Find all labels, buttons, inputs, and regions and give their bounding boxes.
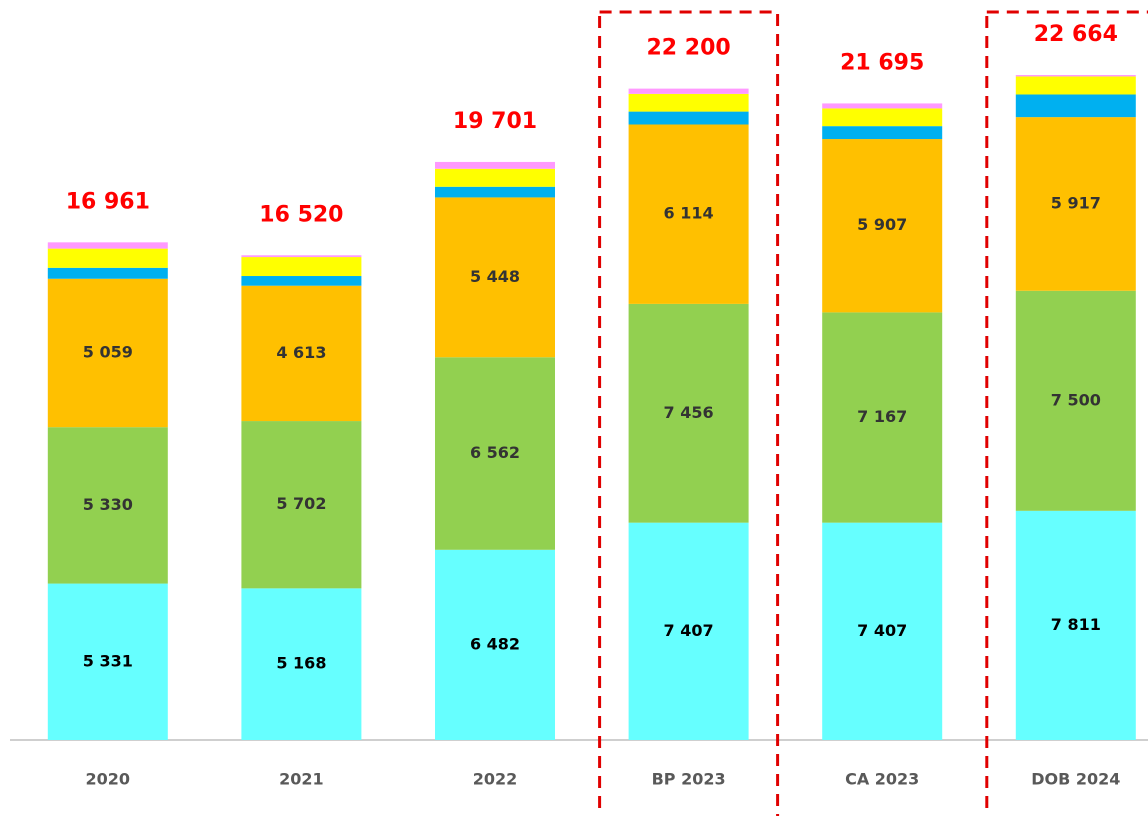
bar-segment xyxy=(822,126,943,140)
bar-segment xyxy=(47,278,168,428)
bar-segment xyxy=(1015,94,1136,118)
bar-segment xyxy=(628,93,749,112)
value-label: 5 917 xyxy=(1051,193,1101,212)
bar-segment xyxy=(435,161,555,169)
bar-segment xyxy=(1015,290,1136,511)
value-label: 6 562 xyxy=(470,443,520,462)
bar-segment xyxy=(822,522,943,740)
bar-segment xyxy=(241,255,362,258)
highlight-box xyxy=(598,10,780,816)
value-label: 7 811 xyxy=(1051,615,1101,634)
total-label: 19 701 xyxy=(453,109,537,134)
bar-segment xyxy=(822,103,943,109)
value-label: 7 456 xyxy=(664,403,714,422)
value-label: 5 907 xyxy=(857,215,907,234)
value-label: 7 167 xyxy=(857,407,907,426)
value-label: 5 330 xyxy=(83,495,133,514)
bar-segment xyxy=(435,357,555,550)
bar-segment xyxy=(47,267,168,279)
bar-segment xyxy=(47,248,168,268)
bar-segment xyxy=(1015,510,1136,740)
value-label: 4 613 xyxy=(276,343,326,362)
bar-segment xyxy=(435,168,555,187)
bar-segment xyxy=(628,124,749,304)
x-tick-label: 2022 xyxy=(473,770,518,789)
highlight-box xyxy=(985,10,1148,816)
bar-segment xyxy=(241,257,362,277)
bar-segment xyxy=(47,427,168,584)
total-label: 22 664 xyxy=(1034,22,1118,47)
value-label: 5 168 xyxy=(276,654,326,673)
x-tick-label: DOB 2024 xyxy=(1031,770,1120,789)
bar-segment xyxy=(435,186,555,198)
value-label: 5 448 xyxy=(470,267,520,286)
bar-segment xyxy=(822,108,943,127)
bar-segment xyxy=(1015,76,1136,95)
value-label: 7 407 xyxy=(857,621,907,640)
bar-segment xyxy=(822,312,943,523)
bar-segment xyxy=(435,197,555,358)
x-tick-label: BP 2023 xyxy=(652,770,726,789)
bar-segment xyxy=(47,242,168,249)
total-label: 16 961 xyxy=(66,189,150,214)
value-label: 6 114 xyxy=(664,204,714,223)
bar-segment xyxy=(1015,75,1136,77)
bar-segment xyxy=(435,549,555,740)
bar-segment xyxy=(628,522,749,740)
bar-segment xyxy=(241,276,362,286)
value-label: 5 331 xyxy=(83,651,133,670)
bar-segment xyxy=(628,111,749,125)
x-tick-label: 2021 xyxy=(279,770,324,789)
bar-segment xyxy=(241,421,362,589)
x-tick-label: 2020 xyxy=(86,770,131,789)
bar-segment xyxy=(241,285,362,422)
bar-segment xyxy=(822,139,943,313)
total-label: 21 695 xyxy=(840,50,924,75)
bar-segment xyxy=(628,88,749,94)
bar-segment xyxy=(628,303,749,523)
value-label: 5 059 xyxy=(83,342,133,361)
value-label: 5 702 xyxy=(276,494,326,513)
x-tick-label: CA 2023 xyxy=(845,770,919,789)
value-label: 6 482 xyxy=(470,634,520,653)
value-label: 7 407 xyxy=(664,621,714,640)
total-label: 22 200 xyxy=(646,36,730,61)
value-label: 7 500 xyxy=(1051,390,1101,409)
bar-segment xyxy=(241,588,362,740)
bar-segment xyxy=(47,583,168,740)
total-label: 16 520 xyxy=(259,202,343,227)
bar-segment xyxy=(1015,117,1136,291)
